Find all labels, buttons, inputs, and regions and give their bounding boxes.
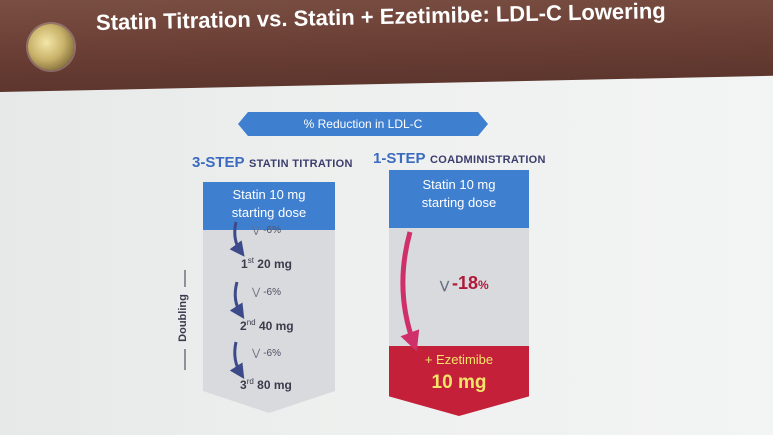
- step3-pct-value: -6: [263, 348, 273, 359]
- doubling-bracket: Doubling: [170, 270, 198, 370]
- right-heading-label: COADMINISTRATION: [429, 154, 546, 166]
- ezetimibe-label: + Ezetimibe: [424, 352, 494, 367]
- step2-dose-value: 40 mg: [258, 319, 294, 333]
- step3-dose-value: 80 mg: [257, 378, 292, 392]
- reduction-banner: % Reduction in LDL-C: [238, 112, 488, 136]
- step2-ordinal: 2: [240, 319, 247, 333]
- right-pct-value: -18: [452, 273, 479, 293]
- ezetimibe-dose: 10 mg: [431, 372, 487, 393]
- left-start-dose: Statin 10 mg: [232, 187, 306, 202]
- left-start-box: Statin 10 mg starting dose: [203, 182, 335, 230]
- right-coadmin-body: [389, 228, 529, 346]
- step3-arrow: [229, 341, 245, 380]
- step3-ordinal-suffix: rd: [246, 377, 254, 386]
- right-pct: ⋁ -18%: [440, 273, 489, 294]
- step3-ordinal: 3: [240, 378, 247, 392]
- step1-ordinal: 1: [241, 257, 248, 271]
- step1-pct-unit: %: [272, 225, 282, 236]
- chevrons-down-icon: ⋁: [440, 280, 450, 292]
- right-heading-steps: 1-STEP: [373, 150, 426, 167]
- right-start-label: starting dose: [421, 195, 497, 210]
- left-step2-pct: ⋁ -6%: [252, 287, 281, 298]
- step1-ordinal-suffix: st: [247, 256, 254, 265]
- chevrons-down-icon: ⋁: [252, 225, 261, 236]
- left-titration-body: [203, 230, 335, 413]
- right-start-box: Statin 10 mg starting dose: [389, 170, 529, 228]
- step2-pct-unit: %: [272, 287, 282, 298]
- step1-arrow: [229, 221, 245, 257]
- right-pct-unit: %: [478, 278, 489, 292]
- left-heading-label: STATIN TITRATION: [248, 158, 353, 170]
- left-heading-steps: 3-STEP: [192, 154, 245, 171]
- step2-ordinal-suffix: nd: [246, 318, 256, 327]
- chevrons-down-icon: ⋁: [252, 287, 261, 298]
- chevrons-down-icon: ⋁: [252, 348, 261, 359]
- step1-dose-value: 20 mg: [257, 257, 292, 271]
- step3-pct-unit: %: [272, 348, 282, 359]
- left-heading: 3-STEP STATIN TITRATION: [192, 154, 353, 172]
- step2-pct-value: -6: [263, 287, 273, 298]
- left-start-label: starting dose: [231, 205, 307, 220]
- step1-pct-value: -6: [263, 225, 273, 236]
- left-step1-dose: 1st 20 mg: [241, 256, 292, 271]
- step2-arrow: [229, 281, 245, 320]
- left-step3-pct: ⋁ -6%: [252, 348, 281, 359]
- left-step3-dose: 3rd 80 mg: [240, 377, 292, 392]
- coadmin-arrow: [400, 231, 420, 352]
- right-start-dose: Statin 10 mg: [422, 177, 496, 192]
- logo-icon: [28, 24, 74, 70]
- right-heading: 1-STEP COADMINISTRATION: [373, 150, 546, 168]
- left-step1-pct: ⋁ -6%: [252, 225, 281, 236]
- left-step2-dose: 2nd 40 mg: [240, 318, 294, 333]
